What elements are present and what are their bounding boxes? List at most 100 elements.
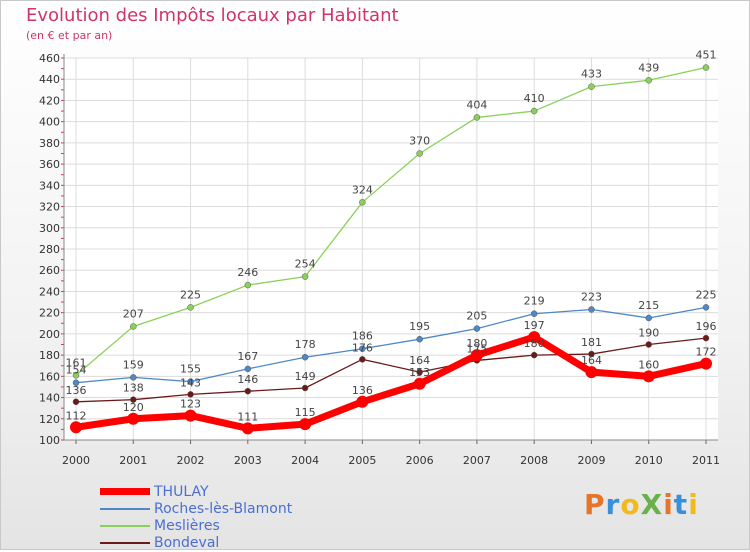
data-label: 225 [180, 288, 201, 301]
legend-swatch [100, 525, 150, 527]
data-point [70, 421, 82, 434]
legend-swatch [100, 542, 150, 544]
y-tick-label: 260 [39, 264, 60, 277]
data-label: 207 [123, 307, 144, 320]
logo-letter: P [584, 488, 606, 521]
data-point [645, 341, 652, 348]
data-point [187, 304, 194, 311]
y-tick-label: 140 [39, 392, 60, 405]
data-label: 136 [66, 384, 87, 397]
data-label: 167 [237, 350, 258, 363]
logo-letter: o [620, 488, 641, 521]
data-label: 143 [180, 376, 201, 389]
data-point [244, 365, 252, 373]
data-point [187, 391, 194, 398]
legend-swatch [100, 508, 150, 510]
data-point [413, 377, 426, 390]
data-point [356, 395, 369, 408]
data-label: 146 [237, 373, 258, 386]
data-label: 180 [524, 337, 545, 350]
logo-letter: i [663, 488, 674, 521]
x-tick-label: 2000 [62, 454, 90, 467]
data-label: 254 [295, 258, 316, 271]
data-label: 180 [466, 337, 487, 350]
chart-subtitle: (en € et par an) [26, 29, 113, 42]
data-label: 404 [466, 98, 487, 111]
data-label: 215 [638, 299, 659, 312]
data-point [530, 107, 538, 115]
legend-swatch [100, 488, 150, 495]
x-tick-label: 2007 [463, 454, 491, 467]
legend-label: Meslières [154, 518, 220, 534]
data-point [241, 422, 254, 435]
data-point [359, 345, 366, 352]
data-label: 219 [524, 295, 545, 308]
series-line [72, 333, 710, 432]
legend-label: Bondeval [154, 535, 220, 551]
chart-title: Evolution des Impôts locaux par Habitant [26, 5, 399, 26]
x-tick-label: 2009 [577, 454, 605, 467]
data-label: 176 [352, 341, 373, 354]
data-point [72, 398, 80, 406]
y-tick-label: 380 [39, 137, 60, 150]
y-tick-label: 460 [39, 52, 60, 65]
data-label: 123 [180, 398, 201, 411]
data-point [473, 325, 481, 332]
data-point [700, 357, 712, 370]
series-line [75, 306, 707, 384]
data-point [359, 356, 366, 363]
data-point [588, 306, 595, 313]
data-label: 136 [352, 384, 373, 397]
data-label: 160 [638, 358, 659, 371]
data-label: 246 [237, 266, 258, 279]
data-label: 370 [409, 135, 430, 148]
y-tick-label: 360 [39, 158, 60, 171]
data-point [127, 412, 140, 425]
y-tick-label: 200 [39, 328, 60, 341]
y-tick-label: 300 [39, 222, 60, 235]
data-point [416, 150, 423, 157]
data-label: 186 [352, 330, 373, 343]
data-point [530, 351, 538, 359]
data-point [72, 372, 80, 379]
x-tick-label: 2010 [635, 454, 663, 467]
data-label: 154 [66, 364, 87, 377]
data-point [702, 304, 710, 311]
data-label: 410 [524, 92, 545, 105]
x-tick-label: 2001 [119, 454, 147, 467]
data-point [184, 409, 197, 422]
data-label: 172 [696, 346, 717, 359]
x-tick-label: 2011 [692, 454, 720, 467]
data-label: 205 [466, 310, 487, 323]
data-label: 197 [524, 319, 545, 332]
y-tick-label: 280 [39, 243, 60, 256]
data-label: 195 [409, 320, 430, 333]
data-point [301, 273, 309, 280]
proxiti-logo: ProXiti [584, 488, 699, 521]
data-point [588, 83, 595, 90]
x-tick-label: 2005 [348, 454, 376, 467]
data-point [470, 349, 483, 362]
data-label: 120 [123, 401, 144, 414]
data-label: 181 [581, 336, 602, 349]
data-label: 178 [295, 338, 316, 351]
data-label: 196 [696, 320, 717, 333]
data-point [301, 353, 309, 361]
y-tick-label: 400 [39, 116, 60, 129]
x-tick-label: 2004 [291, 454, 319, 467]
data-point [130, 323, 137, 330]
y-tick-label: 340 [39, 179, 60, 192]
x-tick-label: 2002 [177, 454, 205, 467]
data-label: 138 [123, 382, 144, 395]
data-label: 153 [409, 366, 430, 379]
logo-letter: i [688, 488, 699, 521]
data-point [528, 331, 541, 344]
series-line [75, 66, 707, 376]
data-point [187, 378, 194, 385]
data-label: 164 [581, 354, 602, 367]
data-point [642, 370, 655, 383]
data-label: 225 [696, 288, 717, 301]
data-point [244, 281, 252, 289]
data-point [645, 77, 652, 84]
